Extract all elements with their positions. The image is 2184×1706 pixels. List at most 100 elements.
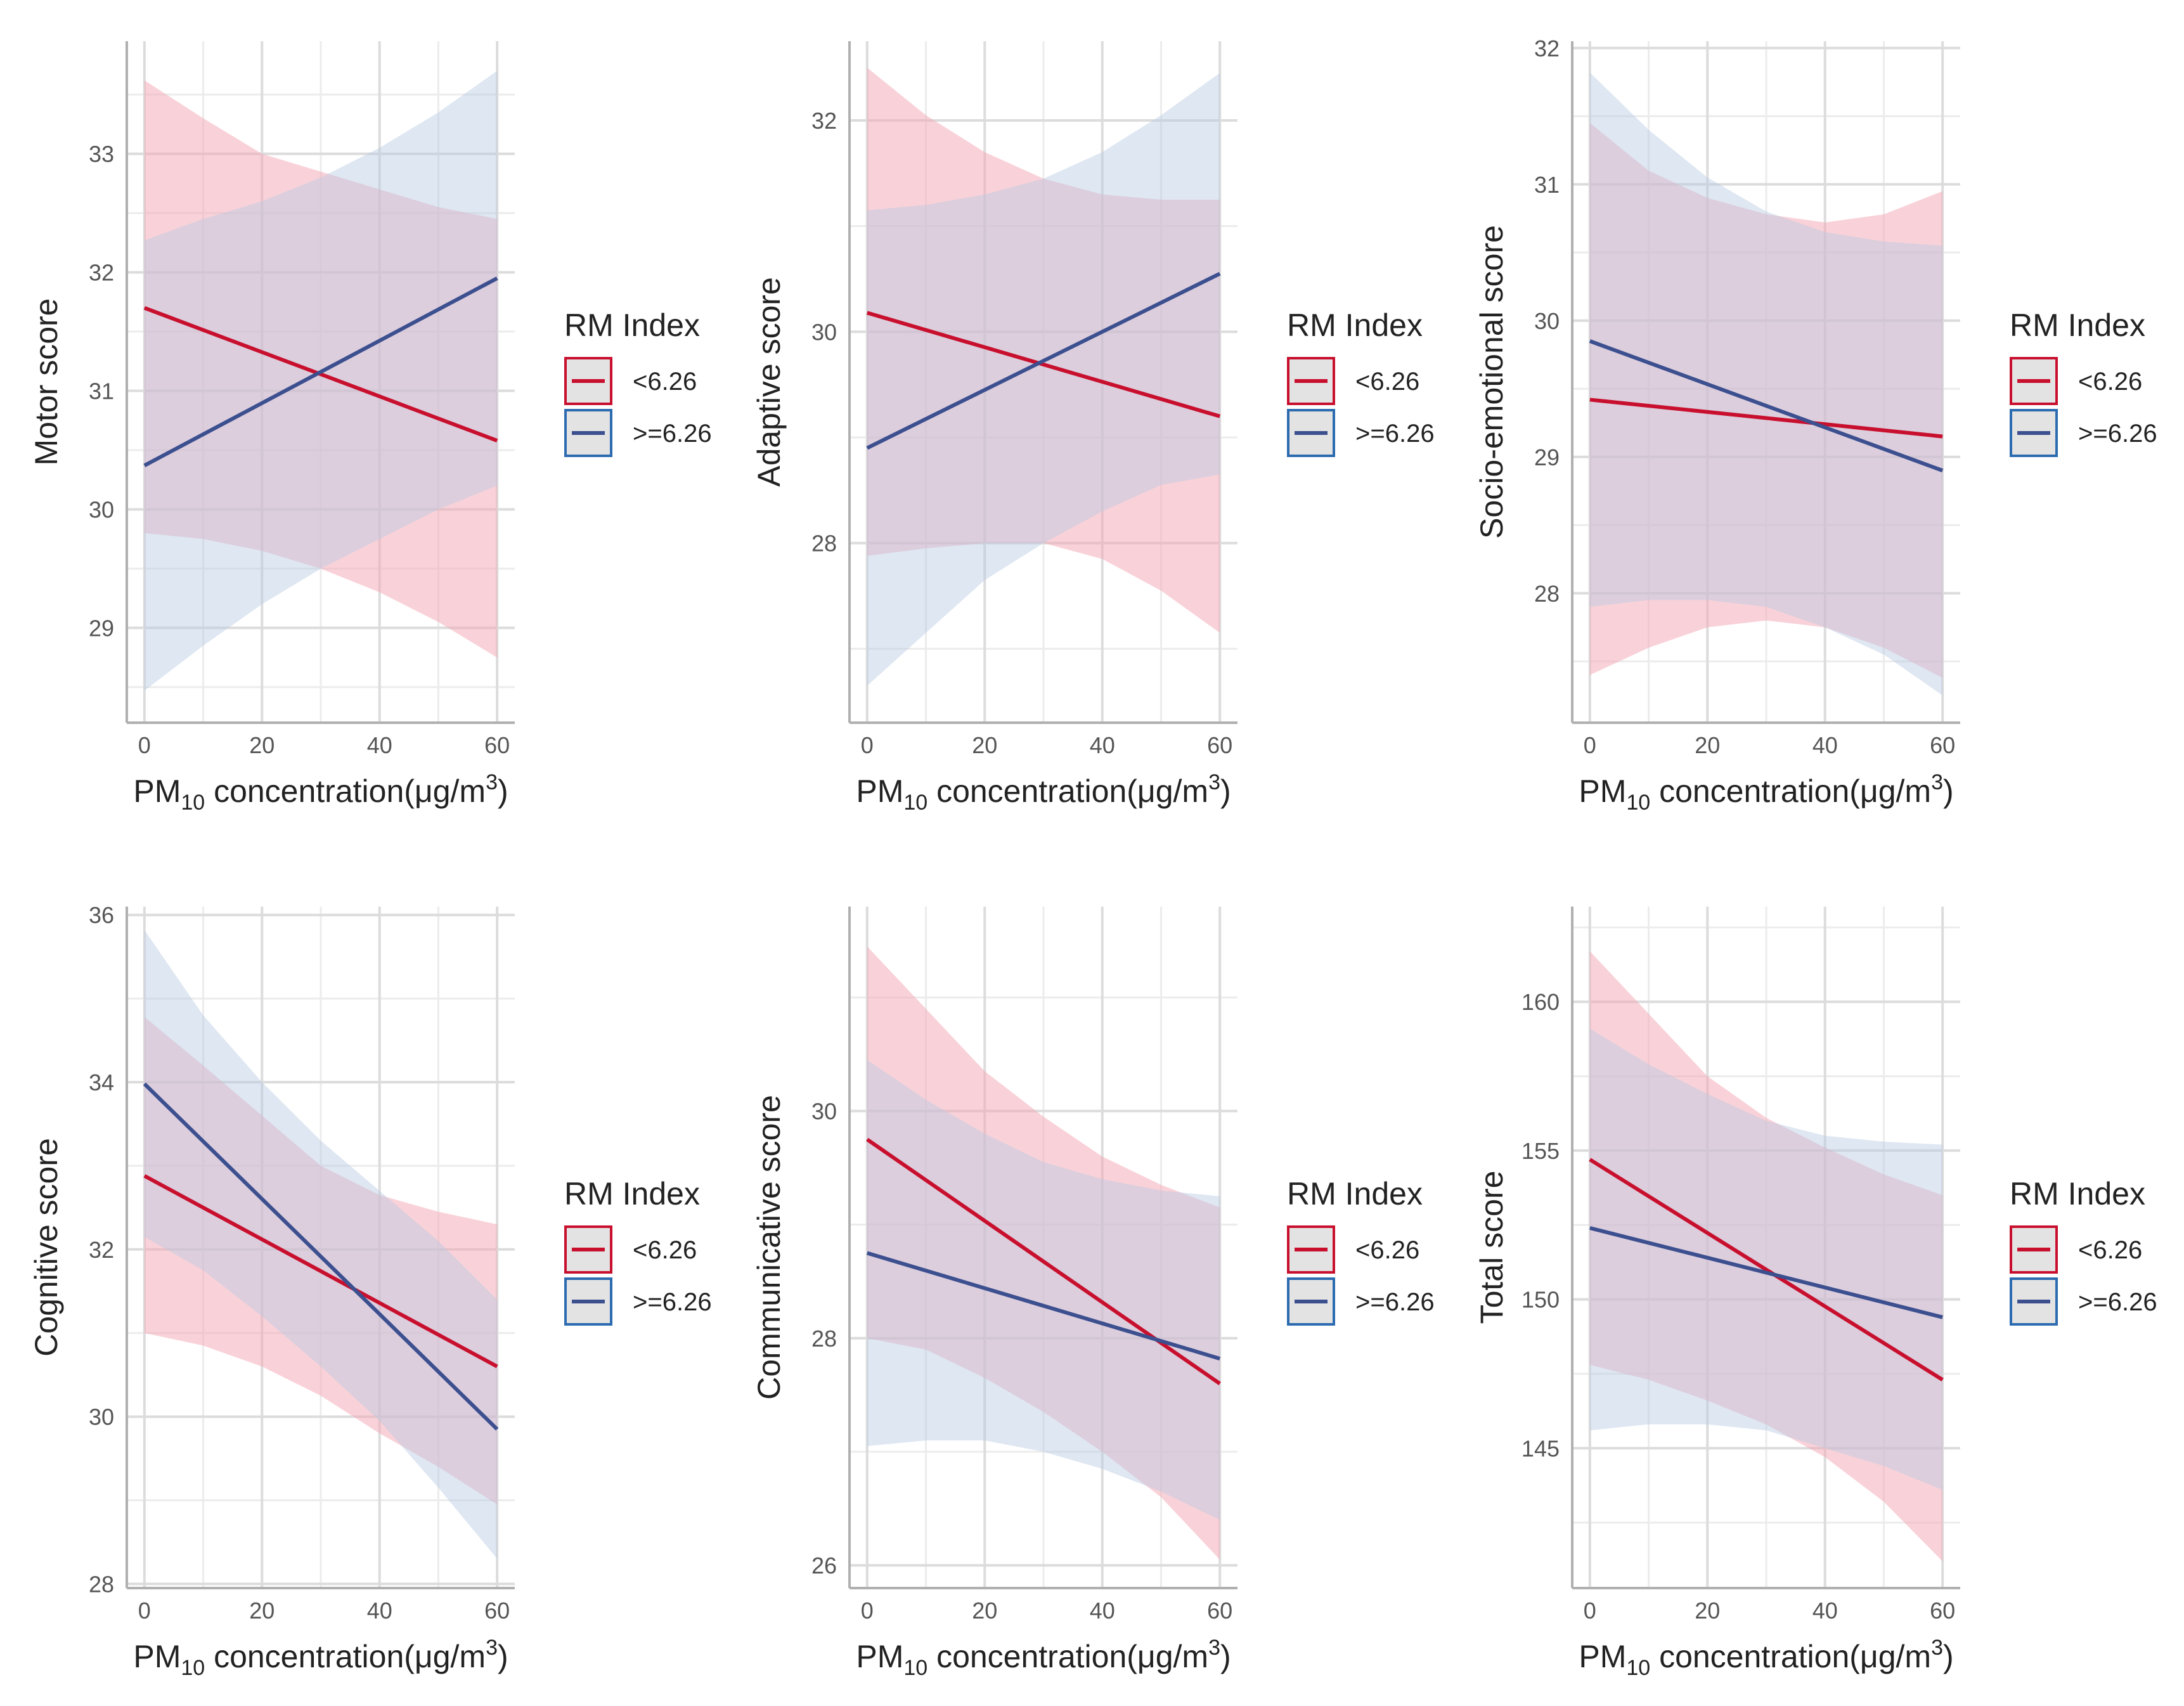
x-tick-label: 0 [861, 1598, 874, 1624]
y-tick-label: 29 [1534, 444, 1560, 470]
x-axis-title-pm: PM [856, 773, 903, 809]
trend-line-low [866, 311, 1221, 418]
confidence-band-low [867, 946, 1220, 1560]
trend-line-high [866, 271, 1221, 450]
trend-line-high [143, 276, 498, 467]
legend-label: <6.26 [633, 368, 697, 396]
x-axis-title: PM10 concentration(μg/m3) [1579, 1636, 1953, 1680]
y-tick-label: 28 [1534, 581, 1560, 607]
x-axis-title-pm: PM [133, 1639, 181, 1674]
confidence-band-low [144, 80, 498, 658]
confidence-band-low [1589, 951, 1943, 1561]
x-tick-label: 0 [1584, 732, 1596, 758]
x-axis-title-text: concentration(μg/m [205, 773, 486, 809]
y-axis-title: Communicative score [751, 1095, 787, 1400]
y-tick-label: 34 [89, 1069, 114, 1095]
panel-adaptive-score: 0 20 40 60 28 30 32 Adaptive score PM10 concentr… [751, 41, 1435, 815]
y-tick-label: 32 [811, 108, 837, 134]
trend-line-high [1589, 1226, 1943, 1319]
y-tick-label: 32 [89, 1237, 114, 1263]
x-axis-title: PM10 concentration(μg/m3) [856, 1636, 1231, 1680]
legend-label: <6.26 [633, 1236, 697, 1264]
trend-line-low [143, 306, 498, 443]
legend: RM Index <6.26 >=6.26 [1287, 307, 1435, 457]
x-tick-label: 60 [484, 1598, 510, 1624]
x-tick-label: 20 [972, 732, 997, 758]
y-tick-label: 33 [89, 141, 114, 167]
trend-line-high [866, 1251, 1221, 1360]
x-tick-label: 40 [1090, 1598, 1115, 1624]
legend-label: >=6.26 [2078, 1288, 2157, 1316]
legend-label: >=6.26 [1355, 1288, 1435, 1316]
x-tick-label: 60 [484, 732, 510, 758]
y-tick-label: 155 [1522, 1138, 1560, 1164]
trend-line-high [143, 1082, 499, 1431]
x-axis-title-subscript: 10 [181, 1656, 205, 1680]
x-tick-label: 20 [249, 732, 275, 758]
legend: RM Index <6.26 >=6.26 [2010, 307, 2157, 457]
y-tick-label: 32 [1534, 36, 1560, 61]
legend-title: RM Index [564, 1176, 700, 1212]
x-axis-title-close: ) [498, 773, 508, 809]
y-tick-label: 160 [1522, 989, 1560, 1015]
x-axis-title-text: concentration(μg/m [1650, 773, 1931, 809]
y-tick-label: 31 [1534, 172, 1560, 198]
x-axis-title-pm: PM [856, 1639, 903, 1674]
x-axis-title-superscript: 3 [1931, 770, 1943, 794]
confidence-band-high [144, 70, 498, 691]
x-tick-label: 40 [1812, 1598, 1838, 1624]
x-axis-title: PM10 concentration(μg/m3) [133, 770, 508, 815]
legend-label: <6.26 [1355, 368, 1419, 396]
legend-title: RM Index [2010, 1176, 2145, 1212]
y-axis-title: Socio-emotional score [1474, 225, 1509, 539]
legend: RM Index <6.26 >=6.26 [564, 307, 712, 457]
legend-label: <6.26 [1355, 1236, 1419, 1264]
x-axis-title-close: ) [498, 1639, 508, 1674]
x-tick-label: 60 [1930, 1598, 1955, 1624]
confidence-band-low [1589, 123, 1943, 678]
x-axis-title-superscript: 3 [486, 1636, 498, 1660]
x-axis-title-subscript: 10 [903, 791, 927, 815]
y-tick-label: 30 [89, 496, 114, 522]
x-axis-title-close: ) [1220, 1639, 1231, 1674]
y-axis-title: Adaptive score [751, 277, 787, 487]
x-axis-title-text: concentration(μg/m [927, 1639, 1208, 1674]
legend: RM Index <6.26 >=6.26 [1287, 1176, 1435, 1326]
x-tick-label: 40 [1812, 732, 1838, 758]
legend-title: RM Index [1287, 307, 1423, 343]
y-tick-label: 28 [811, 531, 837, 557]
x-tick-label: 20 [972, 1598, 997, 1624]
confidence-band-high [867, 73, 1220, 686]
x-tick-label: 20 [1695, 732, 1720, 758]
legend-title: RM Index [1287, 1176, 1423, 1212]
trend-line-low [1589, 1158, 1944, 1381]
x-tick-label: 40 [1090, 732, 1115, 758]
x-axis-title-text: concentration(μg/m [1650, 1639, 1931, 1674]
confidence-band-low [144, 1017, 498, 1505]
y-tick-label: 150 [1522, 1287, 1560, 1313]
legend-title: RM Index [2010, 307, 2145, 343]
trend-line-low [1589, 397, 1943, 439]
y-tick-label: 32 [89, 260, 114, 286]
x-axis-title: PM10 concentration(μg/m3) [133, 1636, 508, 1680]
y-tick-label: 36 [89, 902, 114, 928]
legend-label: >=6.26 [633, 420, 712, 448]
legend: RM Index <6.26 >=6.26 [2010, 1176, 2157, 1326]
x-tick-label: 0 [138, 1598, 151, 1624]
x-axis-title-subscript: 10 [903, 1656, 927, 1680]
trend-line-high [1589, 339, 1944, 473]
x-tick-label: 20 [1695, 1598, 1720, 1624]
x-axis-title-superscript: 3 [1208, 770, 1220, 794]
x-axis-title-subscript: 10 [1626, 1656, 1650, 1680]
x-axis-title-text: concentration(μg/m [205, 1639, 486, 1674]
confidence-band-high [1589, 72, 1943, 695]
confidence-band-low [867, 67, 1220, 633]
panel-total-score: 0 20 40 60 145 150 155 160 Total score PM10 conce… [1474, 907, 2157, 1680]
x-tick-label: 60 [1930, 732, 1955, 758]
confidence-band-high [1589, 1028, 1943, 1490]
x-axis-title-superscript: 3 [1208, 1636, 1220, 1660]
y-tick-label: 30 [811, 1099, 837, 1125]
x-axis-title-close: ) [1943, 773, 1954, 809]
x-axis-title-pm: PM [1579, 773, 1626, 809]
